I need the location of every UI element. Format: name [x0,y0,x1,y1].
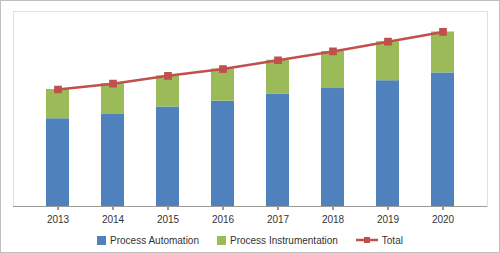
svg-text:2019: 2019 [377,214,400,225]
svg-text:2020: 2020 [432,214,455,225]
svg-text:2018: 2018 [322,214,345,225]
html-text:Process Instrumentation: Process Instrumentation [230,234,338,246]
html-text:Total: Total [381,234,403,246]
svg-text:2017: 2017 [267,214,290,225]
html-text:Process Automation: Process Automation [110,234,199,246]
svg-text:2015: 2015 [157,214,180,225]
svg-text:2013: 2013 [47,214,70,225]
svg-text:2016: 2016 [212,214,235,225]
svg-text:2014: 2014 [102,214,125,225]
